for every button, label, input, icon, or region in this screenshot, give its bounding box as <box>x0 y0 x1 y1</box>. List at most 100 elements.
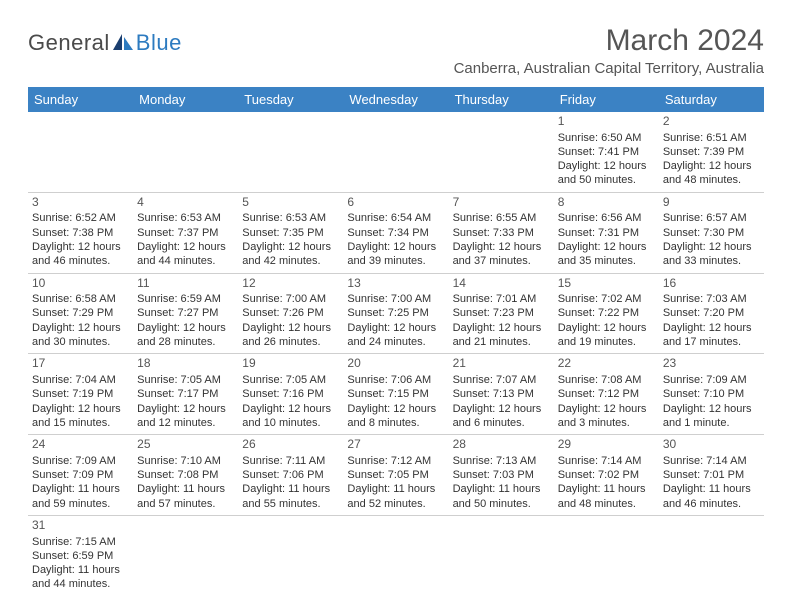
sunset-line: Sunset: 7:27 PM <box>137 306 234 320</box>
sunset-line: Sunset: 6:59 PM <box>32 549 129 563</box>
sunset-line: Sunset: 7:39 PM <box>663 145 760 159</box>
calendar-cell: 28Sunrise: 7:13 AMSunset: 7:03 PMDayligh… <box>449 435 554 516</box>
calendar-row: 31Sunrise: 7:15 AMSunset: 6:59 PMDayligh… <box>28 515 764 595</box>
calendar-cell <box>133 515 238 595</box>
sunrise-line: Sunrise: 7:01 AM <box>453 292 550 306</box>
calendar-cell: 19Sunrise: 7:05 AMSunset: 7:16 PMDayligh… <box>238 354 343 435</box>
calendar-cell <box>449 112 554 192</box>
sunrise-line: Sunrise: 7:14 AM <box>558 454 655 468</box>
calendar-row: 24Sunrise: 7:09 AMSunset: 7:09 PMDayligh… <box>28 435 764 516</box>
day-number: 4 <box>137 195 234 211</box>
title-block: March 2024 Canberra, Australian Capital … <box>454 24 764 83</box>
sunrise-line: Sunrise: 7:08 AM <box>558 373 655 387</box>
daylight-line: Daylight: 11 hours and 46 minutes. <box>663 482 760 511</box>
sunrise-line: Sunrise: 6:54 AM <box>347 211 444 225</box>
calendar-cell: 9Sunrise: 6:57 AMSunset: 7:30 PMDaylight… <box>659 192 764 273</box>
daylight-line: Daylight: 12 hours and 30 minutes. <box>32 321 129 350</box>
day-number: 7 <box>453 195 550 211</box>
day-number: 23 <box>663 356 760 372</box>
calendar-cell: 7Sunrise: 6:55 AMSunset: 7:33 PMDaylight… <box>449 192 554 273</box>
sunset-line: Sunset: 7:20 PM <box>663 306 760 320</box>
sunrise-line: Sunrise: 7:05 AM <box>242 373 339 387</box>
calendar-cell: 23Sunrise: 7:09 AMSunset: 7:10 PMDayligh… <box>659 354 764 435</box>
calendar-cell: 21Sunrise: 7:07 AMSunset: 7:13 PMDayligh… <box>449 354 554 435</box>
calendar-cell <box>133 112 238 192</box>
calendar-cell: 14Sunrise: 7:01 AMSunset: 7:23 PMDayligh… <box>449 273 554 354</box>
daylight-line: Daylight: 12 hours and 8 minutes. <box>347 402 444 431</box>
daylight-line: Daylight: 12 hours and 19 minutes. <box>558 321 655 350</box>
location-text: Canberra, Australian Capital Territory, … <box>454 60 764 77</box>
calendar-cell <box>238 515 343 595</box>
sunrise-line: Sunrise: 6:51 AM <box>663 131 760 145</box>
sunset-line: Sunset: 7:01 PM <box>663 468 760 482</box>
daylight-line: Daylight: 12 hours and 15 minutes. <box>32 402 129 431</box>
calendar-cell: 27Sunrise: 7:12 AMSunset: 7:05 PMDayligh… <box>343 435 448 516</box>
daylight-line: Daylight: 12 hours and 6 minutes. <box>453 402 550 431</box>
sunset-line: Sunset: 7:30 PM <box>663 226 760 240</box>
sunset-line: Sunset: 7:29 PM <box>32 306 129 320</box>
calendar-cell <box>343 515 448 595</box>
calendar-cell <box>343 112 448 192</box>
sunrise-line: Sunrise: 6:58 AM <box>32 292 129 306</box>
sunrise-line: Sunrise: 7:06 AM <box>347 373 444 387</box>
calendar-header-row: SundayMondayTuesdayWednesdayThursdayFrid… <box>28 87 764 112</box>
calendar-cell: 30Sunrise: 7:14 AMSunset: 7:01 PMDayligh… <box>659 435 764 516</box>
calendar-row: 17Sunrise: 7:04 AMSunset: 7:19 PMDayligh… <box>28 354 764 435</box>
calendar-row: 1Sunrise: 6:50 AMSunset: 7:41 PMDaylight… <box>28 112 764 192</box>
sunrise-line: Sunrise: 7:02 AM <box>558 292 655 306</box>
sunset-line: Sunset: 7:34 PM <box>347 226 444 240</box>
day-number: 14 <box>453 276 550 292</box>
sunset-line: Sunset: 7:23 PM <box>453 306 550 320</box>
day-number: 28 <box>453 437 550 453</box>
day-number: 30 <box>663 437 760 453</box>
sunset-line: Sunset: 7:15 PM <box>347 387 444 401</box>
day-number: 3 <box>32 195 129 211</box>
logo-text-general: General <box>28 30 110 56</box>
daylight-line: Daylight: 11 hours and 59 minutes. <box>32 482 129 511</box>
sunrise-line: Sunrise: 7:09 AM <box>663 373 760 387</box>
calendar-cell: 12Sunrise: 7:00 AMSunset: 7:26 PMDayligh… <box>238 273 343 354</box>
sunrise-line: Sunrise: 7:14 AM <box>663 454 760 468</box>
daylight-line: Daylight: 12 hours and 39 minutes. <box>347 240 444 269</box>
sunset-line: Sunset: 7:33 PM <box>453 226 550 240</box>
day-number: 10 <box>32 276 129 292</box>
sunset-line: Sunset: 7:25 PM <box>347 306 444 320</box>
calendar-cell: 29Sunrise: 7:14 AMSunset: 7:02 PMDayligh… <box>554 435 659 516</box>
day-number: 19 <box>242 356 339 372</box>
calendar-cell: 3Sunrise: 6:52 AMSunset: 7:38 PMDaylight… <box>28 192 133 273</box>
day-number: 8 <box>558 195 655 211</box>
daylight-line: Daylight: 12 hours and 50 minutes. <box>558 159 655 188</box>
calendar-cell <box>238 112 343 192</box>
day-number: 12 <box>242 276 339 292</box>
calendar-cell: 1Sunrise: 6:50 AMSunset: 7:41 PMDaylight… <box>554 112 659 192</box>
sunset-line: Sunset: 7:26 PM <box>242 306 339 320</box>
daylight-line: Daylight: 12 hours and 42 minutes. <box>242 240 339 269</box>
sunset-line: Sunset: 7:02 PM <box>558 468 655 482</box>
day-number: 2 <box>663 114 760 130</box>
calendar-cell: 4Sunrise: 6:53 AMSunset: 7:37 PMDaylight… <box>133 192 238 273</box>
day-number: 9 <box>663 195 760 211</box>
sunrise-line: Sunrise: 6:55 AM <box>453 211 550 225</box>
sunrise-line: Sunrise: 7:03 AM <box>663 292 760 306</box>
daylight-line: Daylight: 12 hours and 17 minutes. <box>663 321 760 350</box>
day-number: 16 <box>663 276 760 292</box>
daylight-line: Daylight: 11 hours and 50 minutes. <box>453 482 550 511</box>
sunrise-line: Sunrise: 6:56 AM <box>558 211 655 225</box>
daylight-line: Daylight: 12 hours and 35 minutes. <box>558 240 655 269</box>
daylight-line: Daylight: 12 hours and 28 minutes. <box>137 321 234 350</box>
calendar-cell <box>554 515 659 595</box>
sunset-line: Sunset: 7:19 PM <box>32 387 129 401</box>
sunset-line: Sunset: 7:03 PM <box>453 468 550 482</box>
daylight-line: Daylight: 12 hours and 48 minutes. <box>663 159 760 188</box>
daylight-line: Daylight: 12 hours and 37 minutes. <box>453 240 550 269</box>
weekday-header: Monday <box>133 87 238 112</box>
calendar-table: SundayMondayTuesdayWednesdayThursdayFrid… <box>28 87 764 596</box>
calendar-cell <box>28 112 133 192</box>
daylight-line: Daylight: 11 hours and 55 minutes. <box>242 482 339 511</box>
calendar-cell <box>449 515 554 595</box>
day-number: 21 <box>453 356 550 372</box>
sunset-line: Sunset: 7:38 PM <box>32 226 129 240</box>
weekday-header: Thursday <box>449 87 554 112</box>
sunrise-line: Sunrise: 7:04 AM <box>32 373 129 387</box>
sunrise-line: Sunrise: 6:57 AM <box>663 211 760 225</box>
